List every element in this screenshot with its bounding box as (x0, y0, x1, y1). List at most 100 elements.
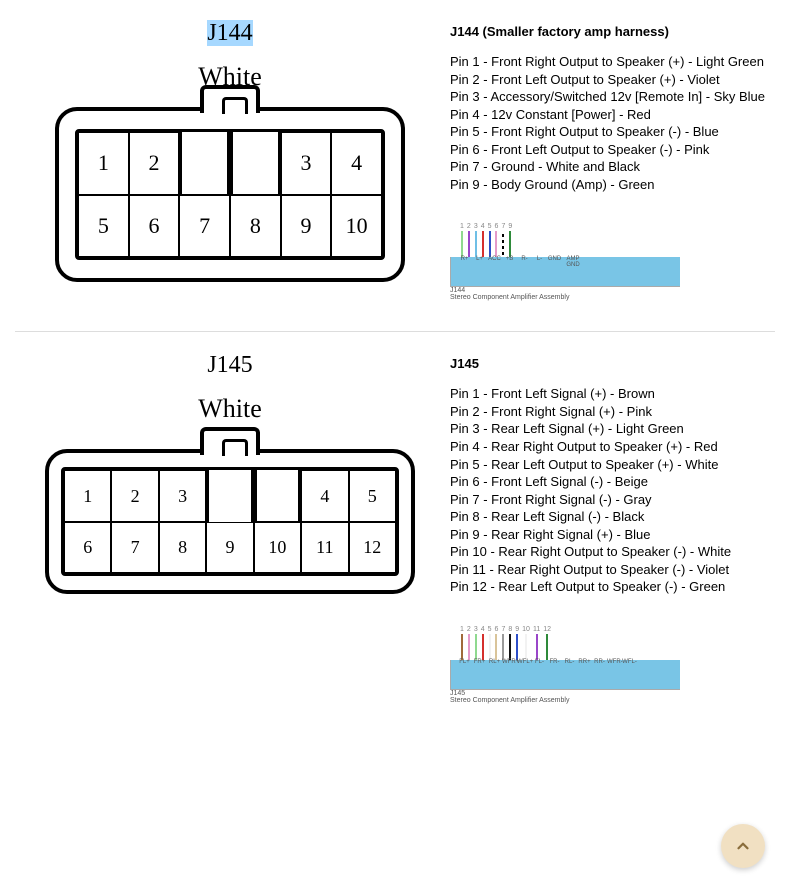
wire-number: 6 (495, 626, 499, 633)
wire-line (509, 634, 511, 660)
pin-line: Pin 4 - Rear Right Output to Speaker (+)… (450, 438, 780, 456)
connector-id-label: J144 (207, 20, 252, 47)
wire-line (468, 634, 470, 660)
connector-id-label: J145 (207, 352, 252, 379)
pin-line: Pin 6 - Front Left Signal (-) - Beige (450, 473, 780, 491)
pin-cell: 12 (349, 522, 396, 574)
pin-cell: 5 (349, 470, 396, 522)
pin-cell: 9 (281, 195, 332, 258)
wire: 4 (481, 626, 485, 660)
wire-label: FL+ (457, 659, 472, 665)
wire: 2 (467, 626, 471, 660)
wire-number: 10 (522, 626, 530, 633)
connector-left-col: J144 White 12345678910 (10, 20, 450, 301)
wire-number: 12 (543, 626, 551, 633)
wire-label: ACC (487, 256, 502, 268)
pin-cell: 6 (64, 522, 111, 574)
pin-cell: 4 (331, 132, 382, 195)
pin-cell: 8 (159, 522, 206, 574)
wire-number: 5 (488, 626, 492, 633)
wire-label: RL+ (487, 659, 502, 665)
wire-label: GND (547, 256, 562, 268)
amp-id: J145 (450, 690, 680, 697)
wire-line (502, 231, 504, 257)
wire-line (461, 634, 463, 660)
amp-labels: R+L+ACC+BR-L-GNDAMP GND (457, 256, 584, 268)
wire: 7 (501, 626, 505, 660)
pin-cell: 10 (331, 195, 382, 258)
wire-line (482, 231, 484, 257)
wire-mini-diagram: 12345679 R+L+ACC+BR-L-GNDAMP GND J144 St… (450, 223, 680, 301)
wire-label: FR+ (472, 659, 487, 665)
wire-number: 9 (508, 223, 512, 230)
wire-number: 11 (533, 626, 540, 633)
wire-row: 12345679 (460, 223, 680, 257)
pin-cell: 1 (64, 470, 111, 522)
pin-line: Pin 1 - Front Left Signal (+) - Brown (450, 385, 780, 403)
pin-line: Pin 3 - Rear Left Signal (+) - Light Gre… (450, 420, 780, 438)
pin-cell: 8 (230, 195, 281, 258)
wire-label: L+ (472, 256, 487, 268)
connector-id-text: J145 (207, 352, 252, 378)
wire-label: RR+ (577, 659, 592, 665)
back-to-top-button[interactable] (721, 824, 765, 868)
pinout-title: J145 (450, 356, 780, 371)
wire: 9 (508, 223, 512, 257)
wire-line (495, 231, 497, 257)
amp-id: J144 (450, 287, 680, 294)
pin-line: Pin 2 - Front Left Output to Speaker (+)… (450, 71, 780, 89)
pin-line: Pin 4 - 12v Constant [Power] - Red (450, 106, 780, 124)
chevron-up-icon (734, 837, 752, 855)
pin-line: Pin 12 - Rear Left Output to Speaker (-)… (450, 578, 780, 596)
wire: 5 (488, 223, 492, 257)
pin-cell: 2 (111, 470, 158, 522)
wire-line (475, 231, 477, 257)
pin-cell: 5 (78, 195, 129, 258)
wire-line (489, 231, 491, 257)
wire-line (546, 634, 548, 660)
pin-line: Pin 11 - Rear Right Output to Speaker (-… (450, 561, 780, 579)
wire-line (536, 634, 538, 660)
wire: 4 (481, 223, 485, 257)
amp-desc: Stereo Component Amplifier Assembly (450, 294, 680, 301)
pin-grid: 123456789101112 (61, 467, 399, 576)
wire: 1 (460, 626, 464, 660)
wire-number: 3 (474, 626, 478, 633)
pin-cell: 2 (129, 132, 180, 195)
pin-cell: 10 (254, 522, 301, 574)
wire-label: FL- (532, 659, 547, 665)
wire-row: 123456789101112 (460, 626, 680, 660)
wire: 10 (522, 626, 530, 660)
wire-number: 7 (501, 626, 505, 633)
pin-line: Pin 8 - Rear Left Signal (-) - Black (450, 508, 780, 526)
wire-label: RL- (562, 659, 577, 665)
pin-line: Pin 5 - Front Right Output to Speaker (-… (450, 123, 780, 141)
wire: 6 (495, 626, 499, 660)
wire-number: 7 (501, 223, 505, 230)
amp-desc: Stereo Component Amplifier Assembly (450, 697, 680, 704)
connector-tab (200, 427, 260, 455)
wire-line (525, 634, 527, 660)
connector-id-text: J144 (207, 20, 252, 46)
wire: 1 (460, 223, 464, 257)
amp-labels: FL+FR+RL+WFR+WFL+FL-FR-RL-RR+RR-WFR-WFL- (457, 659, 637, 665)
pin-line: Pin 7 - Ground - White and Black (450, 158, 780, 176)
pin-list: Pin 1 - Front Right Output to Speaker (+… (450, 53, 780, 193)
connector-tab (200, 85, 260, 113)
pin-line: Pin 5 - Rear Left Output to Speaker (+) … (450, 456, 780, 474)
connector-color-label: White (198, 394, 262, 424)
wire: 9 (515, 626, 519, 660)
pin-cell (230, 132, 281, 195)
pin-line: Pin 9 - Body Ground (Amp) - Green (450, 176, 780, 194)
wire-label: WFL- (622, 659, 637, 665)
wire-label: WFL+ (517, 659, 532, 665)
wire-line (509, 231, 511, 257)
pin-cell (179, 132, 230, 195)
pin-line: Pin 9 - Rear Right Signal (+) - Blue (450, 526, 780, 544)
wire-line (502, 634, 504, 660)
wire: 3 (474, 223, 478, 257)
pin-cell: 6 (129, 195, 180, 258)
wire: 8 (508, 626, 512, 660)
pin-cell: 4 (301, 470, 348, 522)
wire-label: AMP GND (562, 256, 584, 268)
